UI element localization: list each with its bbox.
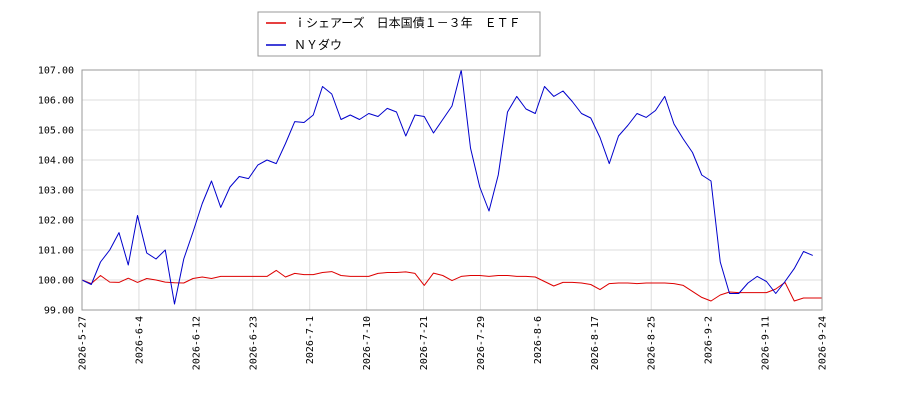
plot-border <box>81 69 823 311</box>
y-tick-label: 104.00 <box>38 156 74 167</box>
y-tick-label: 99.00 <box>44 306 74 317</box>
x-tick-label: 2026-6-12 <box>191 316 202 370</box>
x-tick-label: 2026-7-10 <box>362 316 373 370</box>
x-tick-label: 2026-6-4 <box>134 316 145 364</box>
y-tick-label: 101.00 <box>38 246 74 257</box>
x-tick-label: 2026-8-17 <box>590 316 601 370</box>
y-tick-label: 105.00 <box>38 126 74 137</box>
y-tick-label: 100.00 <box>38 276 74 287</box>
series-layer <box>81 69 822 305</box>
x-tick-label: 2026-8-6 <box>533 316 544 364</box>
x-tick-label: 2026-6-23 <box>248 316 259 370</box>
y-tick-label: 106.00 <box>38 96 74 107</box>
x-tick-label: 2026-9-24 <box>818 316 829 370</box>
x-axis: 2026-5-27 2026-6-4 2026-6-12 2026-6-23 2026-… <box>78 316 829 370</box>
x-tick-label: 2026-7-1 <box>305 316 316 364</box>
legend-label-0: ｉシェアーズ 日本国債１－３年 ＥＴＦ <box>294 15 521 30</box>
series-line-0 <box>81 269 822 302</box>
x-tick-label: 2026-9-2 <box>704 316 715 364</box>
y-axis: 107.00 106.00 105.00 104.00 103.00 102.00 101.… <box>38 66 74 317</box>
x-tick-label: 2026-7-29 <box>476 316 487 370</box>
y-tick-label: 103.00 <box>38 186 74 197</box>
legend-label-1: ＮＹダウ <box>294 37 342 52</box>
legend-box <box>257 11 541 57</box>
y-tick-label: 102.00 <box>38 216 74 227</box>
x-tick-label: 2026-5-27 <box>78 316 89 370</box>
x-tick-label: 2026-9-11 <box>761 316 772 370</box>
x-tick-label: 2026-8-25 <box>647 316 658 370</box>
series-line-1 <box>81 69 813 305</box>
y-tick-label: 107.00 <box>38 66 74 77</box>
x-tick-label: 2026-7-21 <box>419 316 430 370</box>
legend: ｉシェアーズ 日本国債１－３年 ＥＴＦ ＮＹダウ <box>257 11 541 57</box>
